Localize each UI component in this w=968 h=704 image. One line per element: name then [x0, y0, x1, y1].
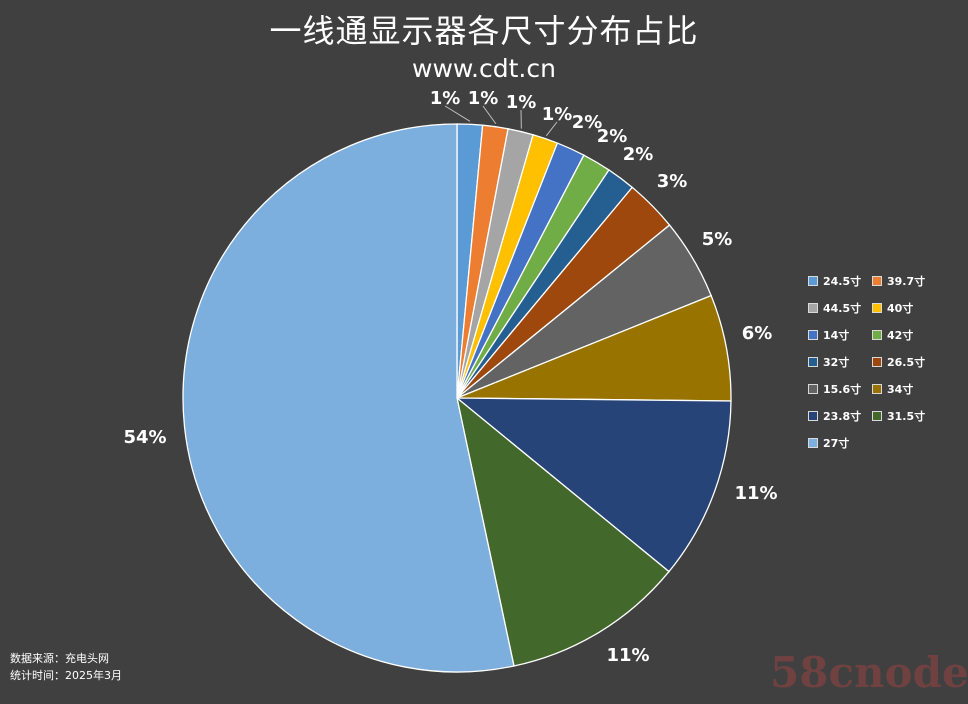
legend-item-4: 14寸 [808, 326, 872, 343]
chart-title: 一线通显示器各尺寸分布占比 [269, 12, 699, 50]
legend-item-6: 32寸 [808, 353, 872, 370]
legend-label: 15.6寸 [823, 382, 862, 396]
leader-line-3 [545, 121, 558, 137]
legend-swatch [872, 302, 882, 313]
data-label-11: 11% [606, 645, 649, 666]
legend-swatch [808, 383, 818, 394]
data-labels: 1% 1% 1%1% 2%2%2%3%5%6%11%11%54% [123, 88, 777, 666]
stat-time-line: 统计时间：2025年3月 [10, 669, 122, 682]
legend-label: 23.8寸 [823, 409, 862, 423]
legend-swatch [872, 275, 882, 286]
legend-swatch [808, 275, 818, 286]
chart-legend: 24.5寸 39.7寸 44.5寸 40寸 14寸 42寸 32寸 26.5寸 15.6寸 34寸… [808, 272, 948, 451]
legend-label: 26.5寸 [887, 355, 926, 369]
data-label-8: 5% [702, 229, 733, 250]
legend-swatch [808, 329, 818, 340]
legend-label: 31.5寸 [887, 409, 926, 423]
legend-label: 34寸 [887, 382, 914, 396]
legend-label: 40寸 [887, 301, 914, 315]
leader-line-0 [444, 105, 471, 122]
legend-swatch [872, 383, 882, 394]
pie-slice-11 [455, 396, 670, 667]
data-label-4: 2% [572, 112, 603, 133]
chart-subtitle: www.cdt.cn [412, 54, 556, 83]
data-label-2: 1% [506, 92, 537, 113]
data-source-line: 数据来源：充电头网 [10, 652, 109, 665]
legend-item-0: 24.5寸 [808, 272, 872, 289]
legend-label: 42寸 [887, 328, 914, 342]
data-source-note: 数据来源：充电头网 统计时间：2025年3月 [10, 650, 122, 684]
data-label-7: 3% [657, 171, 688, 192]
data-label-0: 1% [430, 88, 461, 109]
legend-label: 24.5寸 [823, 274, 862, 288]
legend-swatch [872, 410, 882, 421]
legend-item-5: 42寸 [872, 326, 942, 343]
legend-swatch [808, 356, 818, 367]
legend-swatch [872, 356, 882, 367]
legend-swatch [872, 329, 882, 340]
legend-item-10: 23.8寸 [808, 407, 872, 424]
legend-swatch [808, 437, 818, 448]
legend-item-9: 34寸 [872, 380, 942, 397]
legend-item-8: 15.6寸 [808, 380, 872, 397]
legend-swatch [808, 410, 818, 421]
data-label-5: 2% [597, 126, 628, 147]
legend-item-7: 26.5寸 [872, 353, 942, 370]
data-label-1: 1% [468, 88, 499, 109]
legend-item-3: 40寸 [872, 299, 942, 316]
pie-slice-10 [455, 397, 732, 573]
data-label-10: 11% [734, 483, 777, 504]
pie-slice-12 [182, 123, 515, 673]
leader-lines [444, 105, 558, 137]
legend-swatch [808, 302, 818, 313]
legend-label: 14寸 [823, 328, 850, 342]
pie-slices [182, 123, 732, 673]
leader-line-1 [482, 105, 497, 125]
legend-label: 32寸 [823, 355, 850, 369]
legend-item-12: 27寸 [808, 434, 872, 451]
data-label-6: 2% [623, 144, 654, 165]
legend-label: 44.5寸 [823, 301, 862, 315]
data-label-3: 1% [542, 104, 573, 125]
data-label-9: 6% [742, 323, 773, 344]
watermark: 58cnodes [770, 648, 968, 697]
legend-label: 27寸 [823, 436, 850, 450]
legend-label: 39.7寸 [887, 274, 926, 288]
legend-item-1: 39.7寸 [872, 272, 942, 289]
legend-item-2: 44.5寸 [808, 299, 872, 316]
data-label-12: 54% [123, 427, 166, 448]
legend-item-11: 31.5寸 [872, 407, 942, 424]
